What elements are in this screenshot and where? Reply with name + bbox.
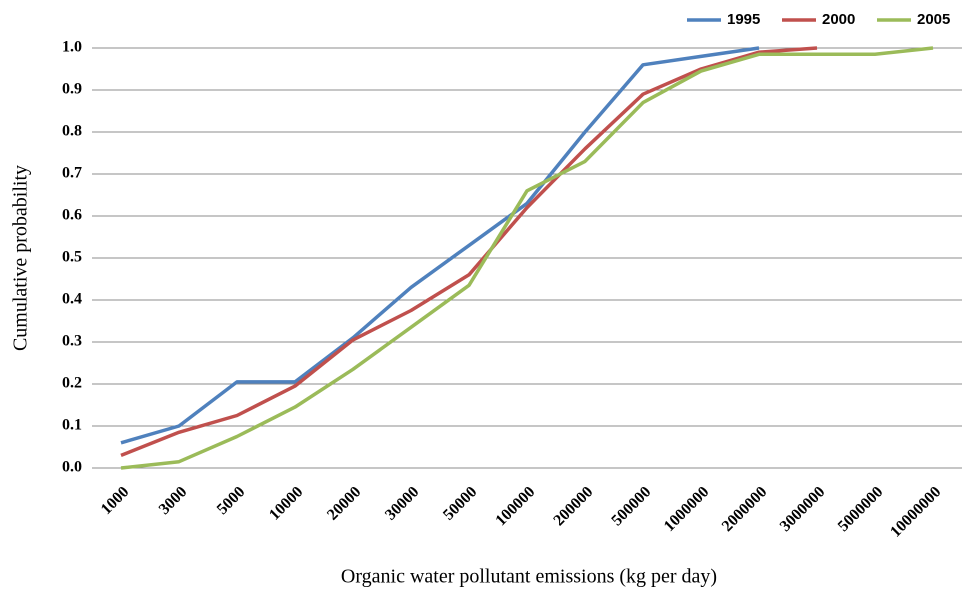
y-tick-label: 0.3 [62,333,82,350]
x-tick-label: 2000000 [719,483,771,535]
y-tick-label: 0.9 [62,81,82,98]
x-tick-label: 10000 [266,483,306,523]
y-tick-label: 0.6 [62,207,82,224]
y-tick-label: 0.5 [62,249,82,266]
y-tick-label: 0.8 [62,123,82,140]
x-tick-label: 30000 [382,483,422,523]
x-tick-label: 1000 [98,483,133,518]
series-line [120,46,760,445]
y-tick-label: 0.7 [62,165,82,182]
x-tick-label: 5000 [214,483,249,518]
series-line [120,46,818,458]
y-axis-title: Cumulative probability [10,165,32,351]
y-tick-label: 0.4 [62,291,82,308]
x-tick-label: 1000000 [661,483,713,535]
x-tick-label: 3000 [156,483,191,518]
legend-label: 2005 [917,11,950,28]
x-tick-label: 500000 [608,483,654,529]
legend-label: 2000 [822,11,855,28]
y-tick-label: 0.1 [62,417,82,434]
x-axis-title: Organic water pollutant emissions (kg pe… [341,566,717,588]
x-tick-label: 3000000 [777,483,829,535]
x-tick-label: 5000000 [835,483,887,535]
legend-label: 1995 [727,11,760,28]
series-line [120,46,934,470]
x-tick-label: 100000 [492,483,538,529]
x-tick-label: 10000000 [887,483,944,540]
x-tick-label: 50000 [440,483,480,523]
y-tick-label: 1.0 [62,39,82,56]
y-tick-label: 0.0 [62,459,82,476]
x-tick-label: 20000 [324,483,364,523]
y-tick-label: 0.2 [62,375,82,392]
x-tick-label: 200000 [550,483,596,529]
